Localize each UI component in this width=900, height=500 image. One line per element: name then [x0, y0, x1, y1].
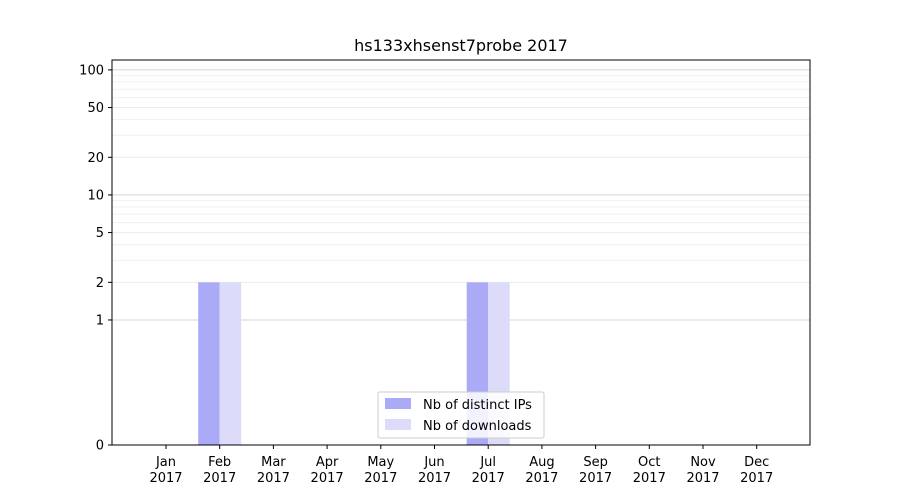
- x-axis: Jan2017Feb2017Mar2017Apr2017May2017Jun20…: [149, 445, 773, 486]
- legend-label-downloads: Nb of downloads: [423, 419, 532, 434]
- legend-swatch-downloads: [385, 419, 411, 430]
- y-tick-label: 1: [96, 313, 104, 328]
- y-tick-label: 0: [96, 439, 104, 454]
- chart-title: hs133xhsenst7probe 2017: [354, 36, 568, 55]
- x-tick-label-year: 2017: [364, 471, 397, 486]
- bar: [219, 282, 242, 445]
- legend-box: [377, 391, 545, 439]
- legend: Nb of distinct IPs Nb of downloads: [377, 391, 545, 439]
- grid-lines: [112, 69, 810, 321]
- x-tick-label-month: May: [367, 455, 394, 470]
- y-tick-label: 2: [96, 276, 104, 291]
- x-tick-label-month: Apr: [316, 455, 339, 470]
- x-tick-label-year: 2017: [257, 471, 290, 486]
- x-tick-label-month: Mar: [261, 455, 286, 470]
- x-tick-label-month: Dec: [744, 455, 769, 470]
- x-tick-label-month: Sep: [583, 455, 608, 470]
- x-tick-label-year: 2017: [472, 471, 505, 486]
- x-tick-label-month: Aug: [529, 455, 554, 470]
- y-tick-label: 10: [87, 188, 104, 203]
- x-tick-label-year: 2017: [633, 471, 666, 486]
- x-tick-label-month: Nov: [690, 455, 716, 470]
- legend-label-ips: Nb of distinct IPs: [423, 398, 532, 413]
- plot-frame: [111, 59, 811, 446]
- y-tick-label: 100: [79, 63, 104, 78]
- y-axis: 0 1 2 5 10 20 50 100: [79, 63, 112, 454]
- x-tick-label-year: 2017: [418, 471, 451, 486]
- legend-swatch-ips: [385, 398, 411, 409]
- y-tick-label: 20: [87, 151, 104, 166]
- x-tick-label-month: Jul: [479, 455, 496, 470]
- x-tick-label-year: 2017: [311, 471, 344, 486]
- x-tick-label-year: 2017: [203, 471, 236, 486]
- x-tick-label-year: 2017: [686, 471, 719, 486]
- x-tick-label-year: 2017: [740, 471, 773, 486]
- y-tick-label: 50: [87, 101, 104, 116]
- x-tick-label-year: 2017: [149, 471, 182, 486]
- y-tick-label: 5: [96, 226, 104, 241]
- bar: [198, 282, 220, 445]
- x-tick-label-month: Jan: [155, 455, 176, 470]
- x-tick-label-year: 2017: [525, 471, 558, 486]
- x-tick-label-year: 2017: [579, 471, 612, 486]
- x-tick-label-month: Jun: [423, 455, 444, 470]
- x-tick-label-month: Oct: [638, 455, 660, 470]
- x-tick-label-month: Feb: [208, 455, 231, 470]
